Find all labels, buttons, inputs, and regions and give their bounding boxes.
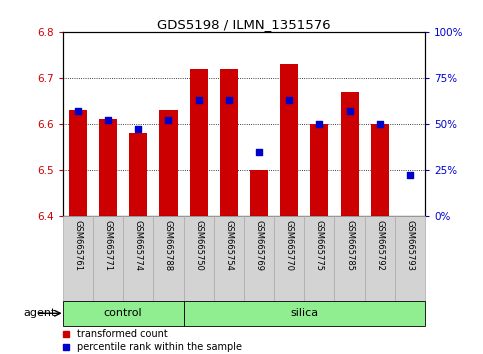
Point	[315, 121, 323, 127]
Text: GSM665770: GSM665770	[284, 220, 294, 271]
Text: control: control	[104, 308, 142, 318]
Point	[225, 97, 233, 103]
Bar	[304, 216, 334, 301]
Bar	[213, 216, 244, 301]
Text: GSM665793: GSM665793	[405, 220, 414, 271]
Text: GSM665761: GSM665761	[73, 220, 83, 271]
Bar	[63, 216, 93, 301]
Bar	[69, 110, 87, 216]
Text: GSM665754: GSM665754	[224, 220, 233, 271]
Point	[74, 108, 82, 114]
Text: GSM665750: GSM665750	[194, 220, 203, 271]
Point	[255, 149, 263, 154]
Point	[376, 121, 384, 127]
Text: GSM665769: GSM665769	[255, 220, 264, 271]
Bar	[395, 216, 425, 301]
Bar	[244, 216, 274, 301]
Text: percentile rank within the sample: percentile rank within the sample	[77, 342, 242, 352]
Text: GSM665785: GSM665785	[345, 220, 354, 271]
Bar	[365, 216, 395, 301]
Point	[165, 118, 172, 123]
Text: GSM665788: GSM665788	[164, 220, 173, 271]
Bar	[184, 301, 425, 326]
Bar	[184, 216, 213, 301]
Bar	[63, 301, 184, 326]
Bar	[99, 119, 117, 216]
Bar	[93, 216, 123, 301]
Bar	[274, 216, 304, 301]
Bar	[189, 69, 208, 216]
Bar	[123, 216, 154, 301]
Bar	[220, 69, 238, 216]
Bar	[334, 216, 365, 301]
Text: agent: agent	[23, 308, 56, 318]
Point	[195, 97, 202, 103]
Bar	[129, 133, 147, 216]
Bar	[250, 170, 268, 216]
Point	[285, 97, 293, 103]
Point	[346, 108, 354, 114]
Text: GSM665775: GSM665775	[315, 220, 324, 271]
Title: GDS5198 / ILMN_1351576: GDS5198 / ILMN_1351576	[157, 18, 331, 31]
Bar	[311, 124, 328, 216]
Text: silica: silica	[290, 308, 318, 318]
Point	[406, 173, 414, 178]
Bar	[159, 110, 178, 216]
Point	[104, 118, 112, 123]
Bar	[280, 64, 298, 216]
Text: GSM665774: GSM665774	[134, 220, 143, 271]
Bar	[371, 124, 389, 216]
Text: transformed count: transformed count	[77, 329, 168, 339]
Text: GSM665792: GSM665792	[375, 220, 384, 271]
Bar	[341, 92, 358, 216]
Bar	[154, 216, 184, 301]
Point	[134, 127, 142, 132]
Text: GSM665771: GSM665771	[103, 220, 113, 271]
